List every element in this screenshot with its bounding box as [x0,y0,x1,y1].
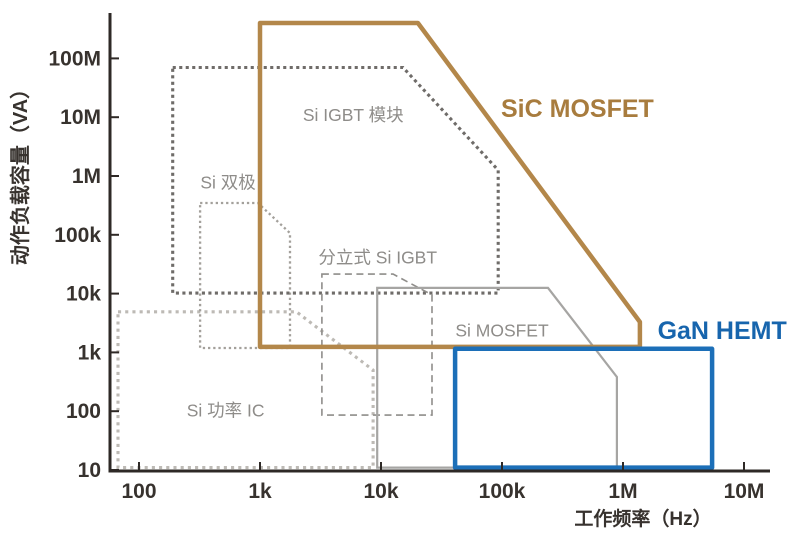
region-label-si-igbt-module: Si IGBT 模块 [303,105,404,125]
y-tick-label-1M: 1M [72,165,101,188]
region-outline-gan-hemt [452,346,715,470]
y-tick-label-10M: 10M [60,106,101,129]
region-label-si-mosfet: Si MOSFET [455,320,549,340]
y-axis-title: 动作负载容量（VA） [8,79,32,265]
region-label-sic-mosfet: SiC MOSFET [501,95,654,123]
y-tick-label-10: 10 [78,459,101,482]
x-tick-label-10M: 10M [724,480,765,503]
region-outline-si-mosfet [376,286,618,469]
region-outline-sic-mosfet [257,20,643,350]
x-tick-label-100k: 100k [479,480,526,503]
region-outline-discrete-si-igbt [321,273,433,416]
x-axis-title: 工作频率（Hz） [574,507,711,530]
x-tick-label-1M: 1M [608,480,637,503]
region-outline-si-power-ic [116,310,375,470]
y-tick-label-100M: 100M [48,47,101,70]
y-tick-label-100k: 100k [54,224,101,247]
x-tick-label-100: 100 [121,480,156,503]
region-label-gan-hemt: GaN HEMT [658,317,787,345]
y-tick-label-10k: 10k [66,283,101,306]
region-label-discrete-si-igbt: 分立式 Si IGBT [318,247,437,267]
y-tick-label-1k: 1k [78,341,102,364]
region-outline-si-igbt-module [171,65,500,295]
x-tick-label-1k: 1k [248,480,272,503]
y-tick-label-100: 100 [66,400,101,423]
region-label-si-power-ic: Si 功率 IC [187,400,265,420]
region-outline-si-bipolar [198,201,292,350]
region-label-si-bipolar: Si 双极 [200,172,255,192]
x-tick-label-10k: 10k [363,480,398,503]
